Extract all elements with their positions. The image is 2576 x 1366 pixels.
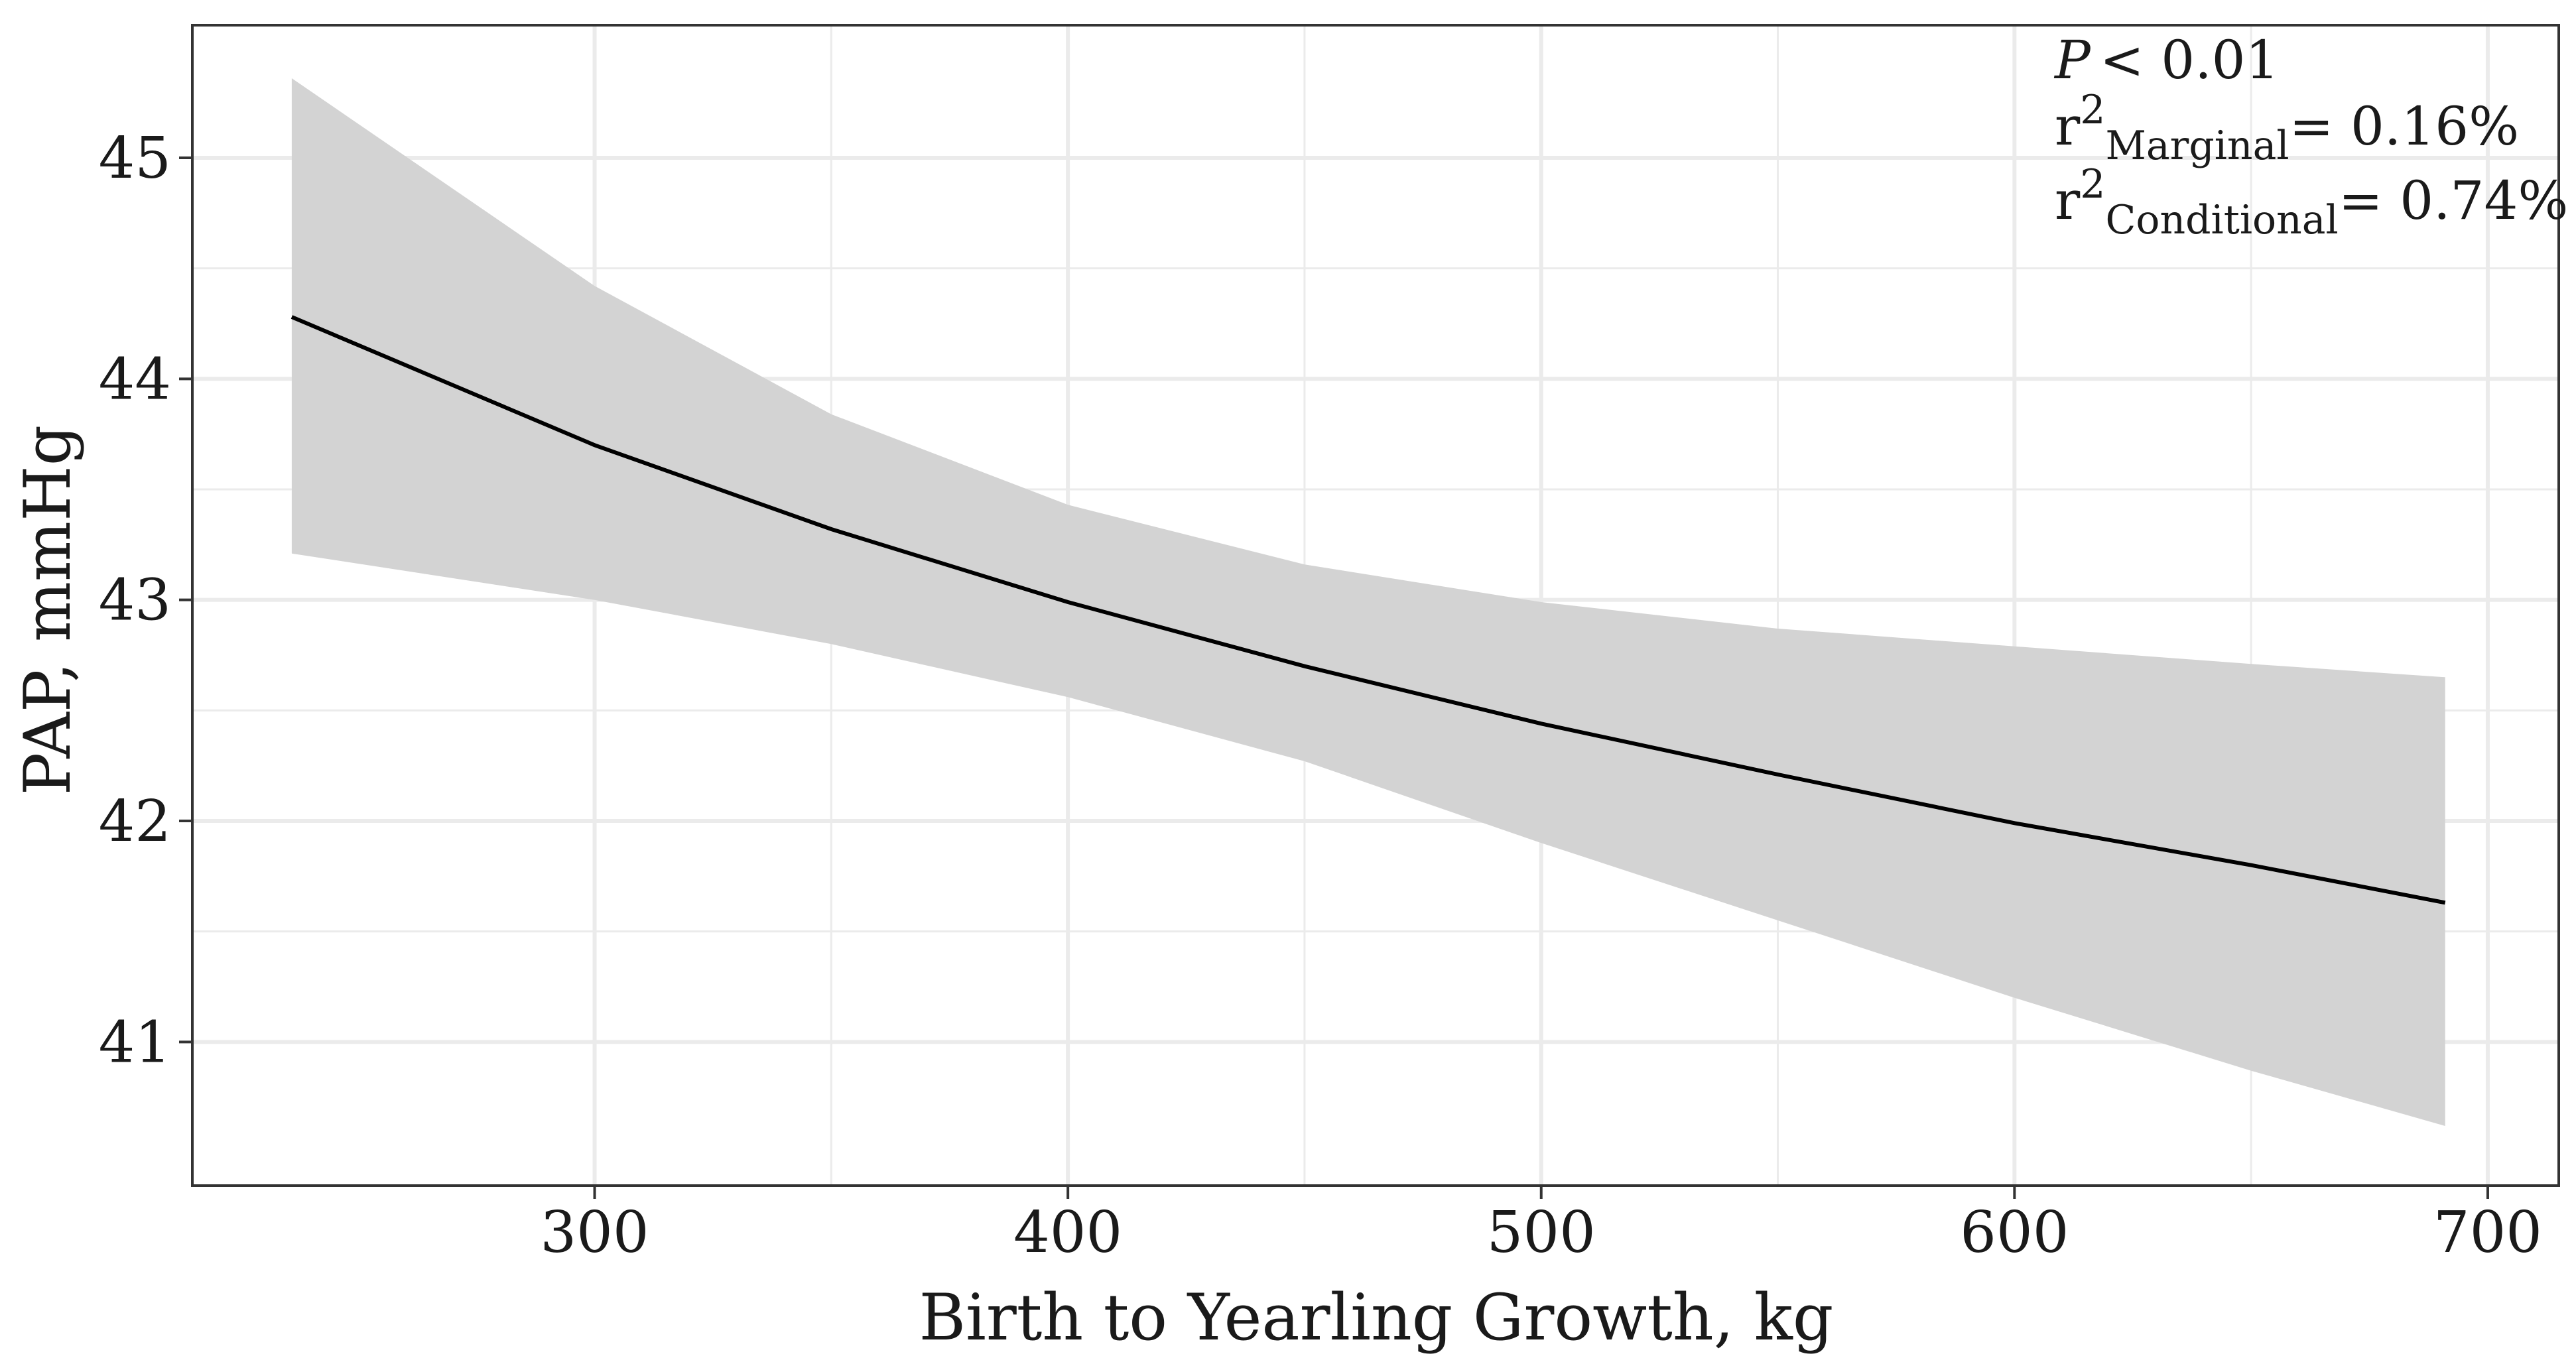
p-value-annotation: P < 0.01 bbox=[2053, 29, 2279, 91]
x-tick-label: 600 bbox=[1960, 1200, 2069, 1266]
confidence-band bbox=[291, 78, 2445, 1126]
y-tick-label: 45 bbox=[99, 125, 171, 192]
stats-annotation: P < 0.01 r2Marginal= 0.16% r2Conditional=… bbox=[2053, 29, 2568, 243]
r2-conditional-annotation: r2Conditional= 0.74% bbox=[2055, 161, 2568, 243]
y-axis-label: PAP, mmHg bbox=[11, 425, 85, 796]
x-tick-label: 700 bbox=[2433, 1200, 2542, 1266]
x-tick-label: 400 bbox=[1013, 1200, 1122, 1266]
y-tick-label: 44 bbox=[99, 346, 171, 412]
x-axis-label: Birth to Yearling Growth, kg bbox=[919, 1280, 1834, 1355]
panel-border bbox=[191, 24, 2560, 1187]
x-axis-ticks: 300 400 500 600 700 bbox=[540, 1186, 2542, 1266]
y-tick-label: 42 bbox=[99, 788, 171, 855]
y-tick-label: 41 bbox=[99, 1009, 171, 1076]
y-axis-ticks: 41 42 43 44 45 bbox=[99, 125, 192, 1076]
x-tick-label: 300 bbox=[540, 1200, 649, 1266]
fit-line bbox=[290, 315, 2446, 905]
x-tick-label: 500 bbox=[1487, 1200, 1596, 1266]
y-tick-label: 43 bbox=[99, 568, 171, 634]
r2-marginal-annotation: r2Marginal= 0.16% bbox=[2055, 87, 2519, 169]
